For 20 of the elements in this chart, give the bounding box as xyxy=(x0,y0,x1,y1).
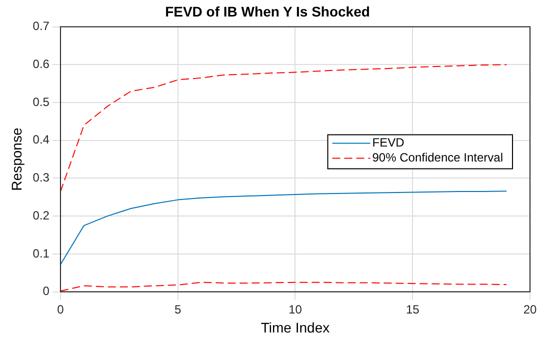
y-tick-label: 0.7 xyxy=(32,19,50,34)
y-axis-title: Response xyxy=(8,128,24,191)
y-tick-label: 0.1 xyxy=(32,246,50,260)
x-tick-label: 20 xyxy=(523,302,537,316)
x-tick-label: 10 xyxy=(288,302,302,316)
y-tick-label: 0.4 xyxy=(32,132,50,147)
y-tick-label: 0.3 xyxy=(32,170,50,185)
x-tick-label: 15 xyxy=(406,302,420,316)
y-tick-label: 0.5 xyxy=(32,94,50,109)
y-tick-label: 0.6 xyxy=(32,56,50,71)
chart-title: FEVD of IB When Y Is Shocked xyxy=(165,3,370,20)
y-tick-label: 0 xyxy=(42,284,50,298)
legend-label: 90% Confidence Interval xyxy=(372,150,504,165)
y-tick-label: 0.2 xyxy=(32,208,50,222)
line-series xyxy=(60,282,508,292)
legend-label: FEVD xyxy=(372,136,405,150)
line-series xyxy=(60,64,508,192)
x-tick-label: 0 xyxy=(57,302,64,316)
x-tick-label: 5 xyxy=(174,302,182,316)
x-axis-title: Time Index xyxy=(260,319,330,336)
